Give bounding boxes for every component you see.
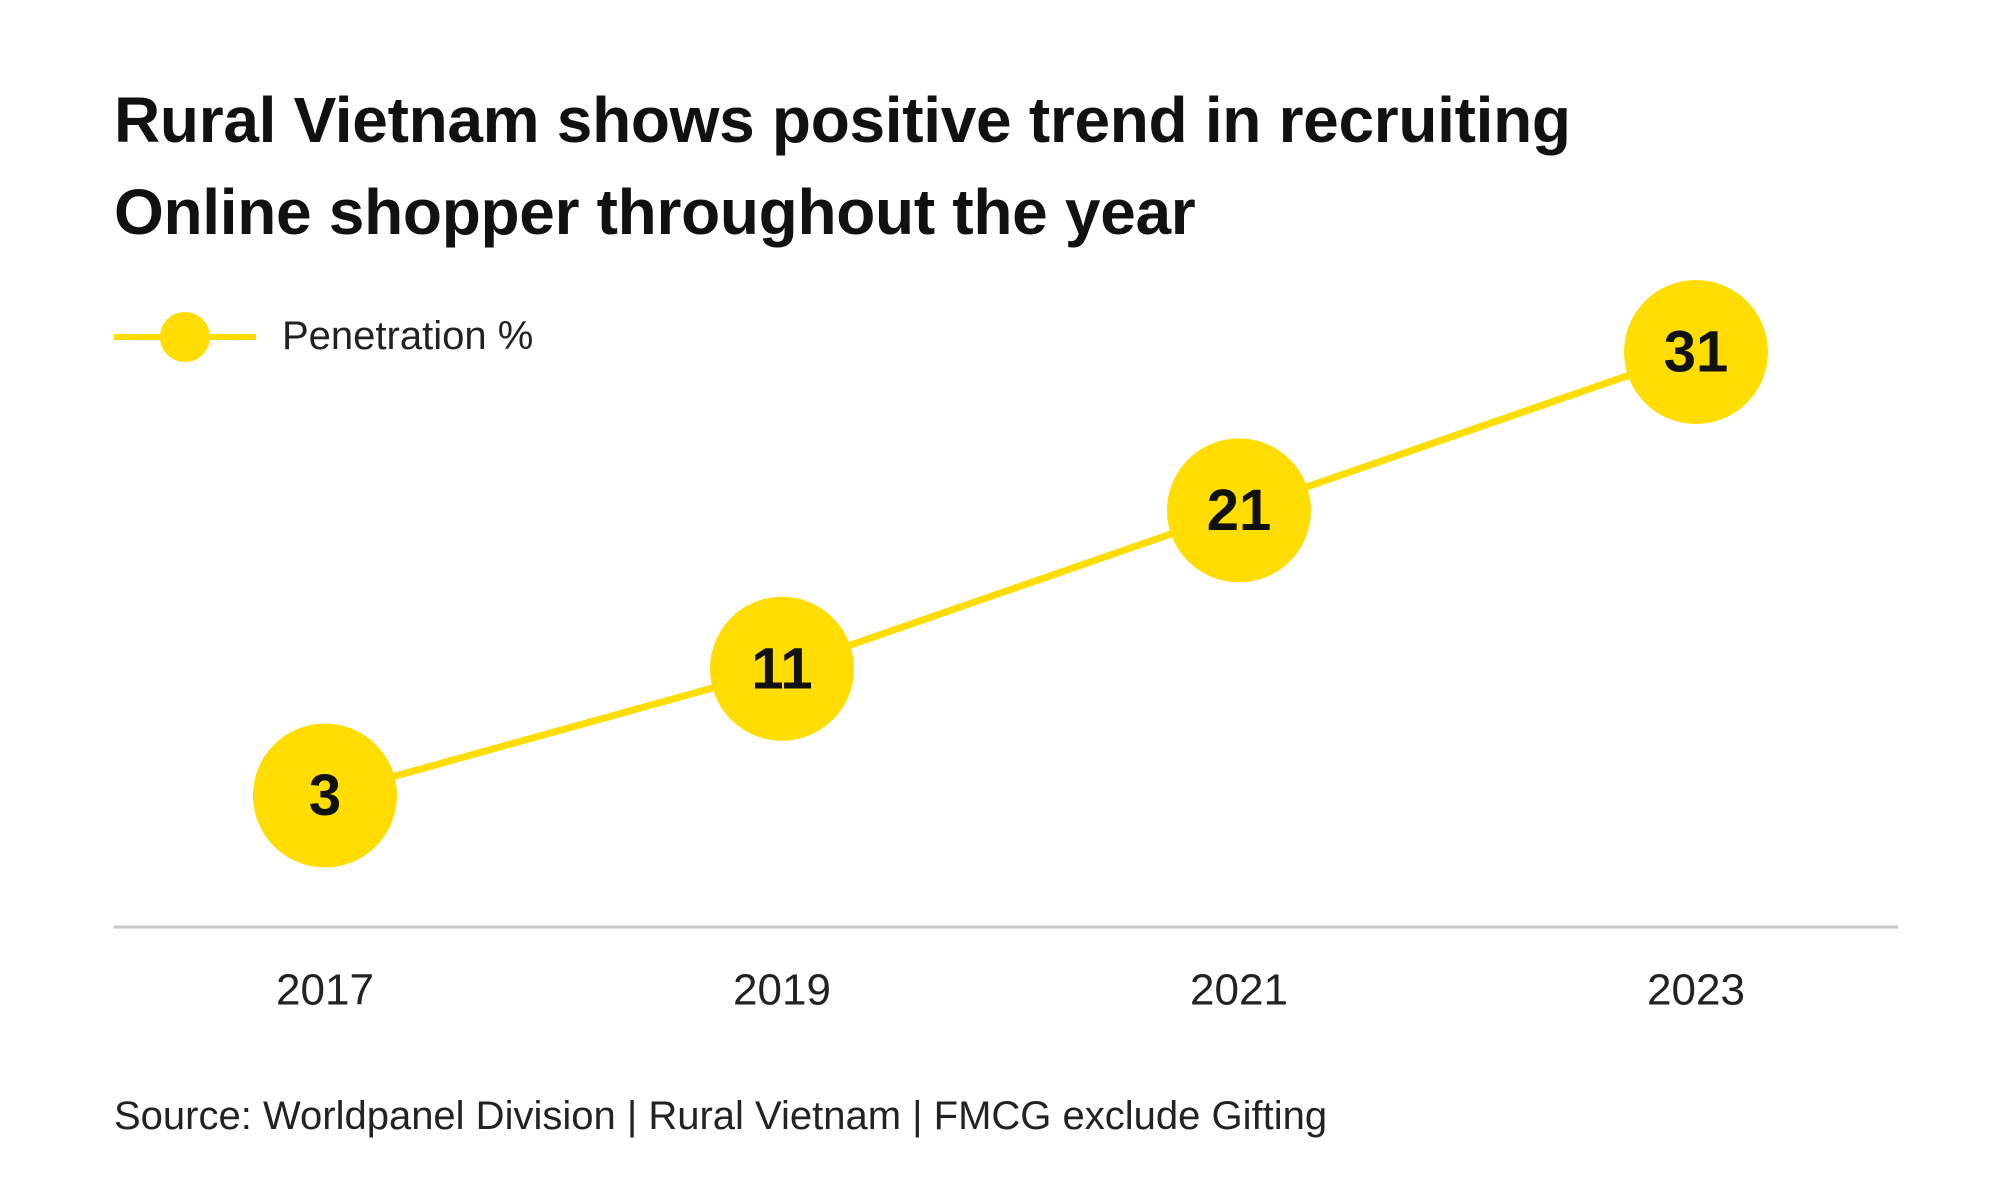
source-note: Source: Worldpanel Division | Rural Viet… [114,1094,1328,1138]
chart-title: Rural Vietnam shows positive trend in re… [114,74,1934,258]
data-point [710,596,854,741]
series-layer: 3 11 21 31 [253,280,1768,868]
x-axis-ticks: 2017 2019 2021 2023 [276,966,1745,1015]
x-tick-label: 2019 [733,966,831,1015]
data-label: 11 [751,636,812,701]
legend-swatch-dot [160,312,210,362]
chart-title-line-2: Online shopper throughout the year [114,176,1196,248]
chart-title-line-1: Rural Vietnam shows positive trend in re… [114,84,1571,156]
x-tick-label: 2017 [276,966,374,1015]
legend-label: Penetration % [282,313,534,358]
data-point [253,723,397,868]
legend: Penetration % [114,306,533,366]
legend-swatch-icon [114,306,256,366]
x-tick-label: 2023 [1647,966,1745,1015]
data-label: 31 [1664,320,1729,385]
data-label: 21 [1207,478,1272,543]
data-label: 3 [309,763,341,828]
data-point [1624,280,1768,424]
series-line [324,348,1698,799]
data-point [1167,438,1311,583]
x-tick-label: 2021 [1190,966,1288,1015]
